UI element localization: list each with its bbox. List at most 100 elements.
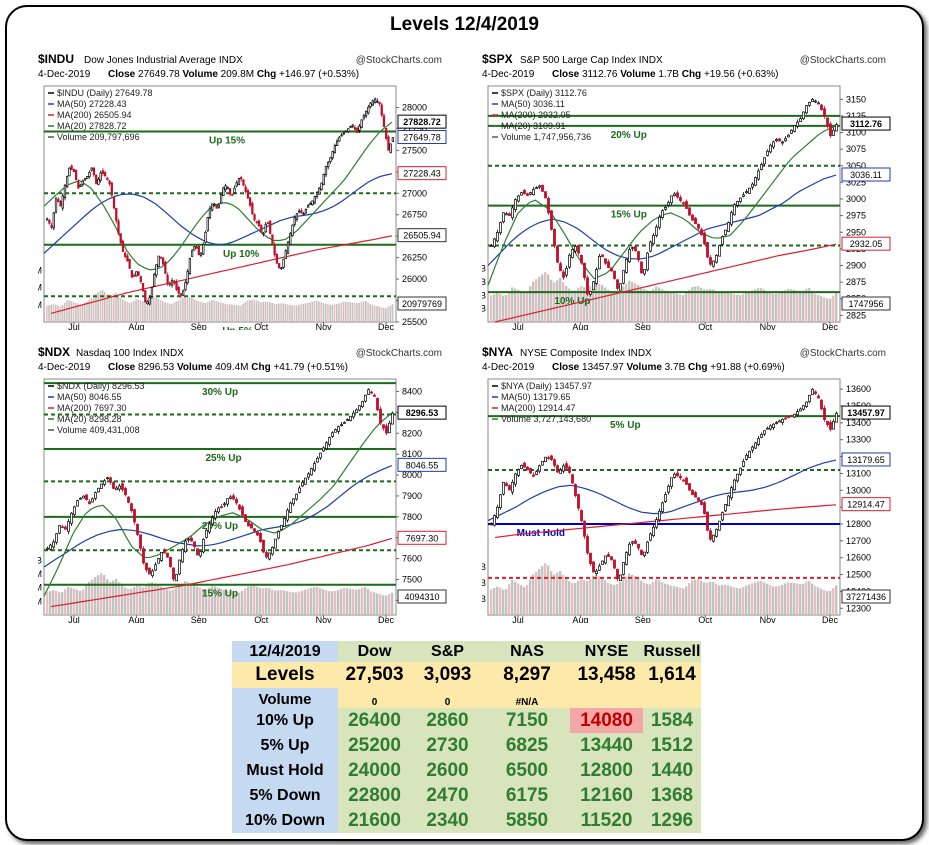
candle <box>700 501 703 505</box>
level-label: 30% Up <box>202 387 238 398</box>
candle <box>787 416 790 419</box>
volume-bar <box>224 303 227 322</box>
candle <box>362 115 366 119</box>
candle <box>144 290 147 303</box>
candle <box>634 540 637 544</box>
row-value: 12800 <box>570 758 643 783</box>
volume-bar <box>253 299 256 322</box>
candle <box>291 224 294 236</box>
legend-entry: Volume 409,431,008 <box>57 425 140 435</box>
candle <box>694 217 697 224</box>
candle <box>583 520 586 537</box>
volume-bar <box>649 584 652 615</box>
candle <box>166 274 169 285</box>
candle <box>61 195 64 209</box>
legend-entry: MA(20) 27828.72 <box>57 121 127 131</box>
candle <box>736 201 739 206</box>
candle <box>142 548 145 564</box>
volume-bar <box>95 294 97 322</box>
volume-bar <box>583 580 586 615</box>
volume-bar <box>697 286 700 322</box>
candle <box>718 520 721 531</box>
row-value: 13440 <box>570 733 643 758</box>
volume-bar <box>115 292 117 322</box>
row-label: 5% Up <box>232 733 338 758</box>
volume-bar <box>652 581 655 615</box>
volume-bar <box>385 595 388 615</box>
volume-bar <box>340 588 343 615</box>
candle <box>646 252 649 271</box>
volume-bar <box>280 303 282 322</box>
volume-bar <box>493 588 496 615</box>
candle <box>211 203 214 211</box>
volume-bar <box>559 278 562 322</box>
volume-bar <box>319 588 322 615</box>
volume-bar <box>101 289 104 322</box>
candle <box>121 483 124 490</box>
candle <box>155 264 158 276</box>
candle <box>304 477 307 485</box>
candle <box>108 180 111 185</box>
x-tick-label: Oct <box>254 615 269 623</box>
volume-bar <box>371 305 374 322</box>
volume-bar <box>137 299 140 322</box>
level-label: 10% Up <box>554 296 590 307</box>
candle <box>220 506 223 508</box>
volume-bar <box>685 293 688 322</box>
chart-date: 4-Dec-2019 <box>482 69 535 80</box>
candle <box>145 562 148 571</box>
candle <box>95 174 98 184</box>
candle <box>286 241 290 254</box>
legend-entry: Volume 209,797,696 <box>57 132 140 142</box>
volume-bar <box>327 304 329 322</box>
candle <box>238 504 241 510</box>
candle <box>655 519 658 528</box>
volume-bar <box>124 587 127 615</box>
y-tick-label: 3075 <box>846 144 866 154</box>
candle <box>823 108 826 117</box>
volume-bar <box>724 584 727 615</box>
volume-bar <box>718 585 721 615</box>
volume-bar <box>178 585 181 615</box>
candle <box>835 124 838 132</box>
volume-bar <box>170 303 173 322</box>
y-tick-label: 3150 <box>846 94 866 104</box>
candle <box>356 128 359 133</box>
y-tick-label: 27750 <box>402 124 427 134</box>
volume-bar <box>661 289 664 322</box>
candle <box>589 291 592 295</box>
candle <box>721 512 724 521</box>
candle <box>700 229 703 236</box>
ma200-line <box>494 243 837 323</box>
volume-bar <box>727 292 730 322</box>
legend-entry: $SPX (Daily) 3112.76 <box>501 88 587 98</box>
y-tick-label: 3050 <box>846 161 866 171</box>
candle <box>373 98 377 104</box>
candle <box>208 523 211 533</box>
candle <box>253 214 256 221</box>
candle <box>592 281 595 291</box>
candle <box>52 212 55 229</box>
candle <box>205 529 208 538</box>
price-tag-box <box>397 228 447 243</box>
volume-bar <box>109 581 112 615</box>
volume-bar <box>378 306 381 322</box>
volume-bar <box>349 302 352 322</box>
candle <box>73 506 76 516</box>
volume-bar <box>351 302 354 322</box>
volume-bar <box>264 301 267 322</box>
candle <box>685 477 688 485</box>
volume-bar <box>568 288 571 322</box>
candle <box>529 192 532 195</box>
candle <box>742 461 745 467</box>
candle <box>295 493 298 500</box>
candle <box>242 179 245 186</box>
candle <box>802 405 805 410</box>
legend-entry: MA(200) 12914.47 <box>501 403 576 413</box>
candle <box>133 509 136 523</box>
candle <box>574 246 577 252</box>
candle <box>45 218 49 221</box>
volume-bar <box>490 589 493 615</box>
volume-bar <box>499 587 502 615</box>
x-tick-label: Sep <box>635 322 651 330</box>
